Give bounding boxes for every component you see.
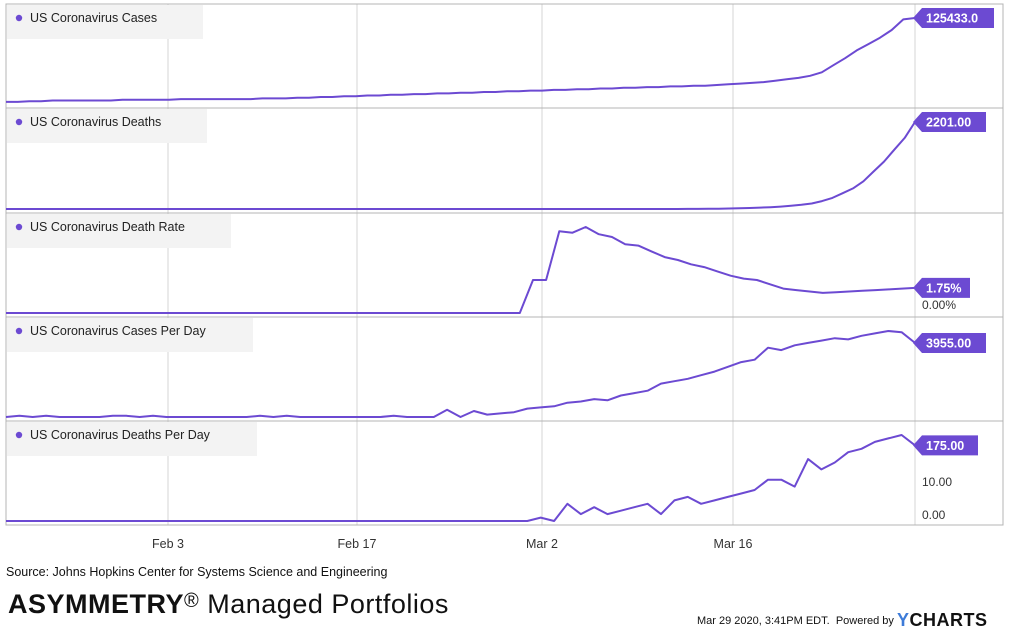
panel-title-1: US Coronavirus Deaths	[30, 115, 161, 129]
last-value-tag-4	[913, 435, 978, 456]
last-value-label-1: 2201.00	[926, 116, 971, 130]
series-line-0	[6, 17, 916, 103]
footer: Mar 29 2020, 3:41PM EDT. Powered by YCHA…	[697, 610, 987, 631]
last-value-label-0: 125433.0	[926, 12, 978, 26]
panel-title-bg-3	[7, 318, 253, 352]
series-line-2	[6, 226, 916, 314]
brand-logo: ASYMMETRY® Managed Portfolios	[8, 589, 449, 620]
registered-mark: ®	[184, 590, 200, 612]
last-value-label-4: 175.00	[926, 439, 964, 453]
panel-bullet-1	[15, 118, 23, 126]
panel-title-bg-2	[7, 214, 231, 248]
y-tick-label-4-1: 0.00	[922, 508, 946, 522]
panel-bullet-2	[15, 223, 23, 231]
panel-bullet-0	[15, 14, 23, 22]
powered-by: Powered by	[835, 615, 894, 627]
panel-bullet-3	[15, 327, 23, 335]
series-line-4	[6, 434, 916, 522]
last-value-label-2: 1.75%	[926, 281, 961, 295]
panel-title-2: US Coronavirus Death Rate	[30, 220, 185, 234]
panel-frame-4	[5, 420, 1004, 526]
panel-bullet-4	[15, 431, 23, 439]
y-tick-label-4-0: 10.00	[922, 475, 952, 489]
ycharts-logo-y: Y	[896, 610, 910, 630]
y-tick-label-2-0: 0.00%	[922, 298, 956, 312]
x-tick-label-1: Feb 17	[338, 537, 377, 551]
panel-title-3: US Coronavirus Cases Per Day	[30, 324, 207, 338]
series-line-3	[5, 330, 916, 418]
last-value-tag-2	[913, 277, 970, 298]
panel-title-bg-4	[7, 422, 257, 456]
brand-name: ASYMMETRY	[8, 589, 185, 619]
panel-title-0: US Coronavirus Cases	[30, 11, 157, 25]
brand-tagline: Managed Portfolios	[199, 589, 449, 619]
chart-area: US Coronavirus Cases 125433.0 US Coronavir…	[5, 3, 1004, 551]
ycharts-logo-text: CHARTS	[909, 610, 988, 630]
x-tick-label-3: Mar 16	[714, 537, 753, 551]
panel-title-4: US Coronavirus Deaths Per Day	[30, 428, 211, 442]
timestamp: Mar 29 2020, 3:41PM EDT.	[697, 615, 830, 627]
last-value-tag-3	[913, 332, 986, 353]
panel-title-bg-0	[7, 5, 203, 39]
ycharts-logo[interactable]: YCHARTS	[897, 610, 988, 630]
panel-title-bg-1	[7, 109, 207, 143]
last-value-tag-0	[913, 8, 994, 28]
x-tick-label-0: Feb 3	[152, 537, 184, 551]
series-line-1	[6, 121, 916, 210]
last-value-label-3: 3955.00	[926, 336, 971, 350]
x-tick-label-2: Mar 2	[526, 537, 558, 551]
source-note: Source: Johns Hopkins Center for Systems…	[6, 565, 388, 579]
last-value-tag-1	[913, 112, 986, 132]
